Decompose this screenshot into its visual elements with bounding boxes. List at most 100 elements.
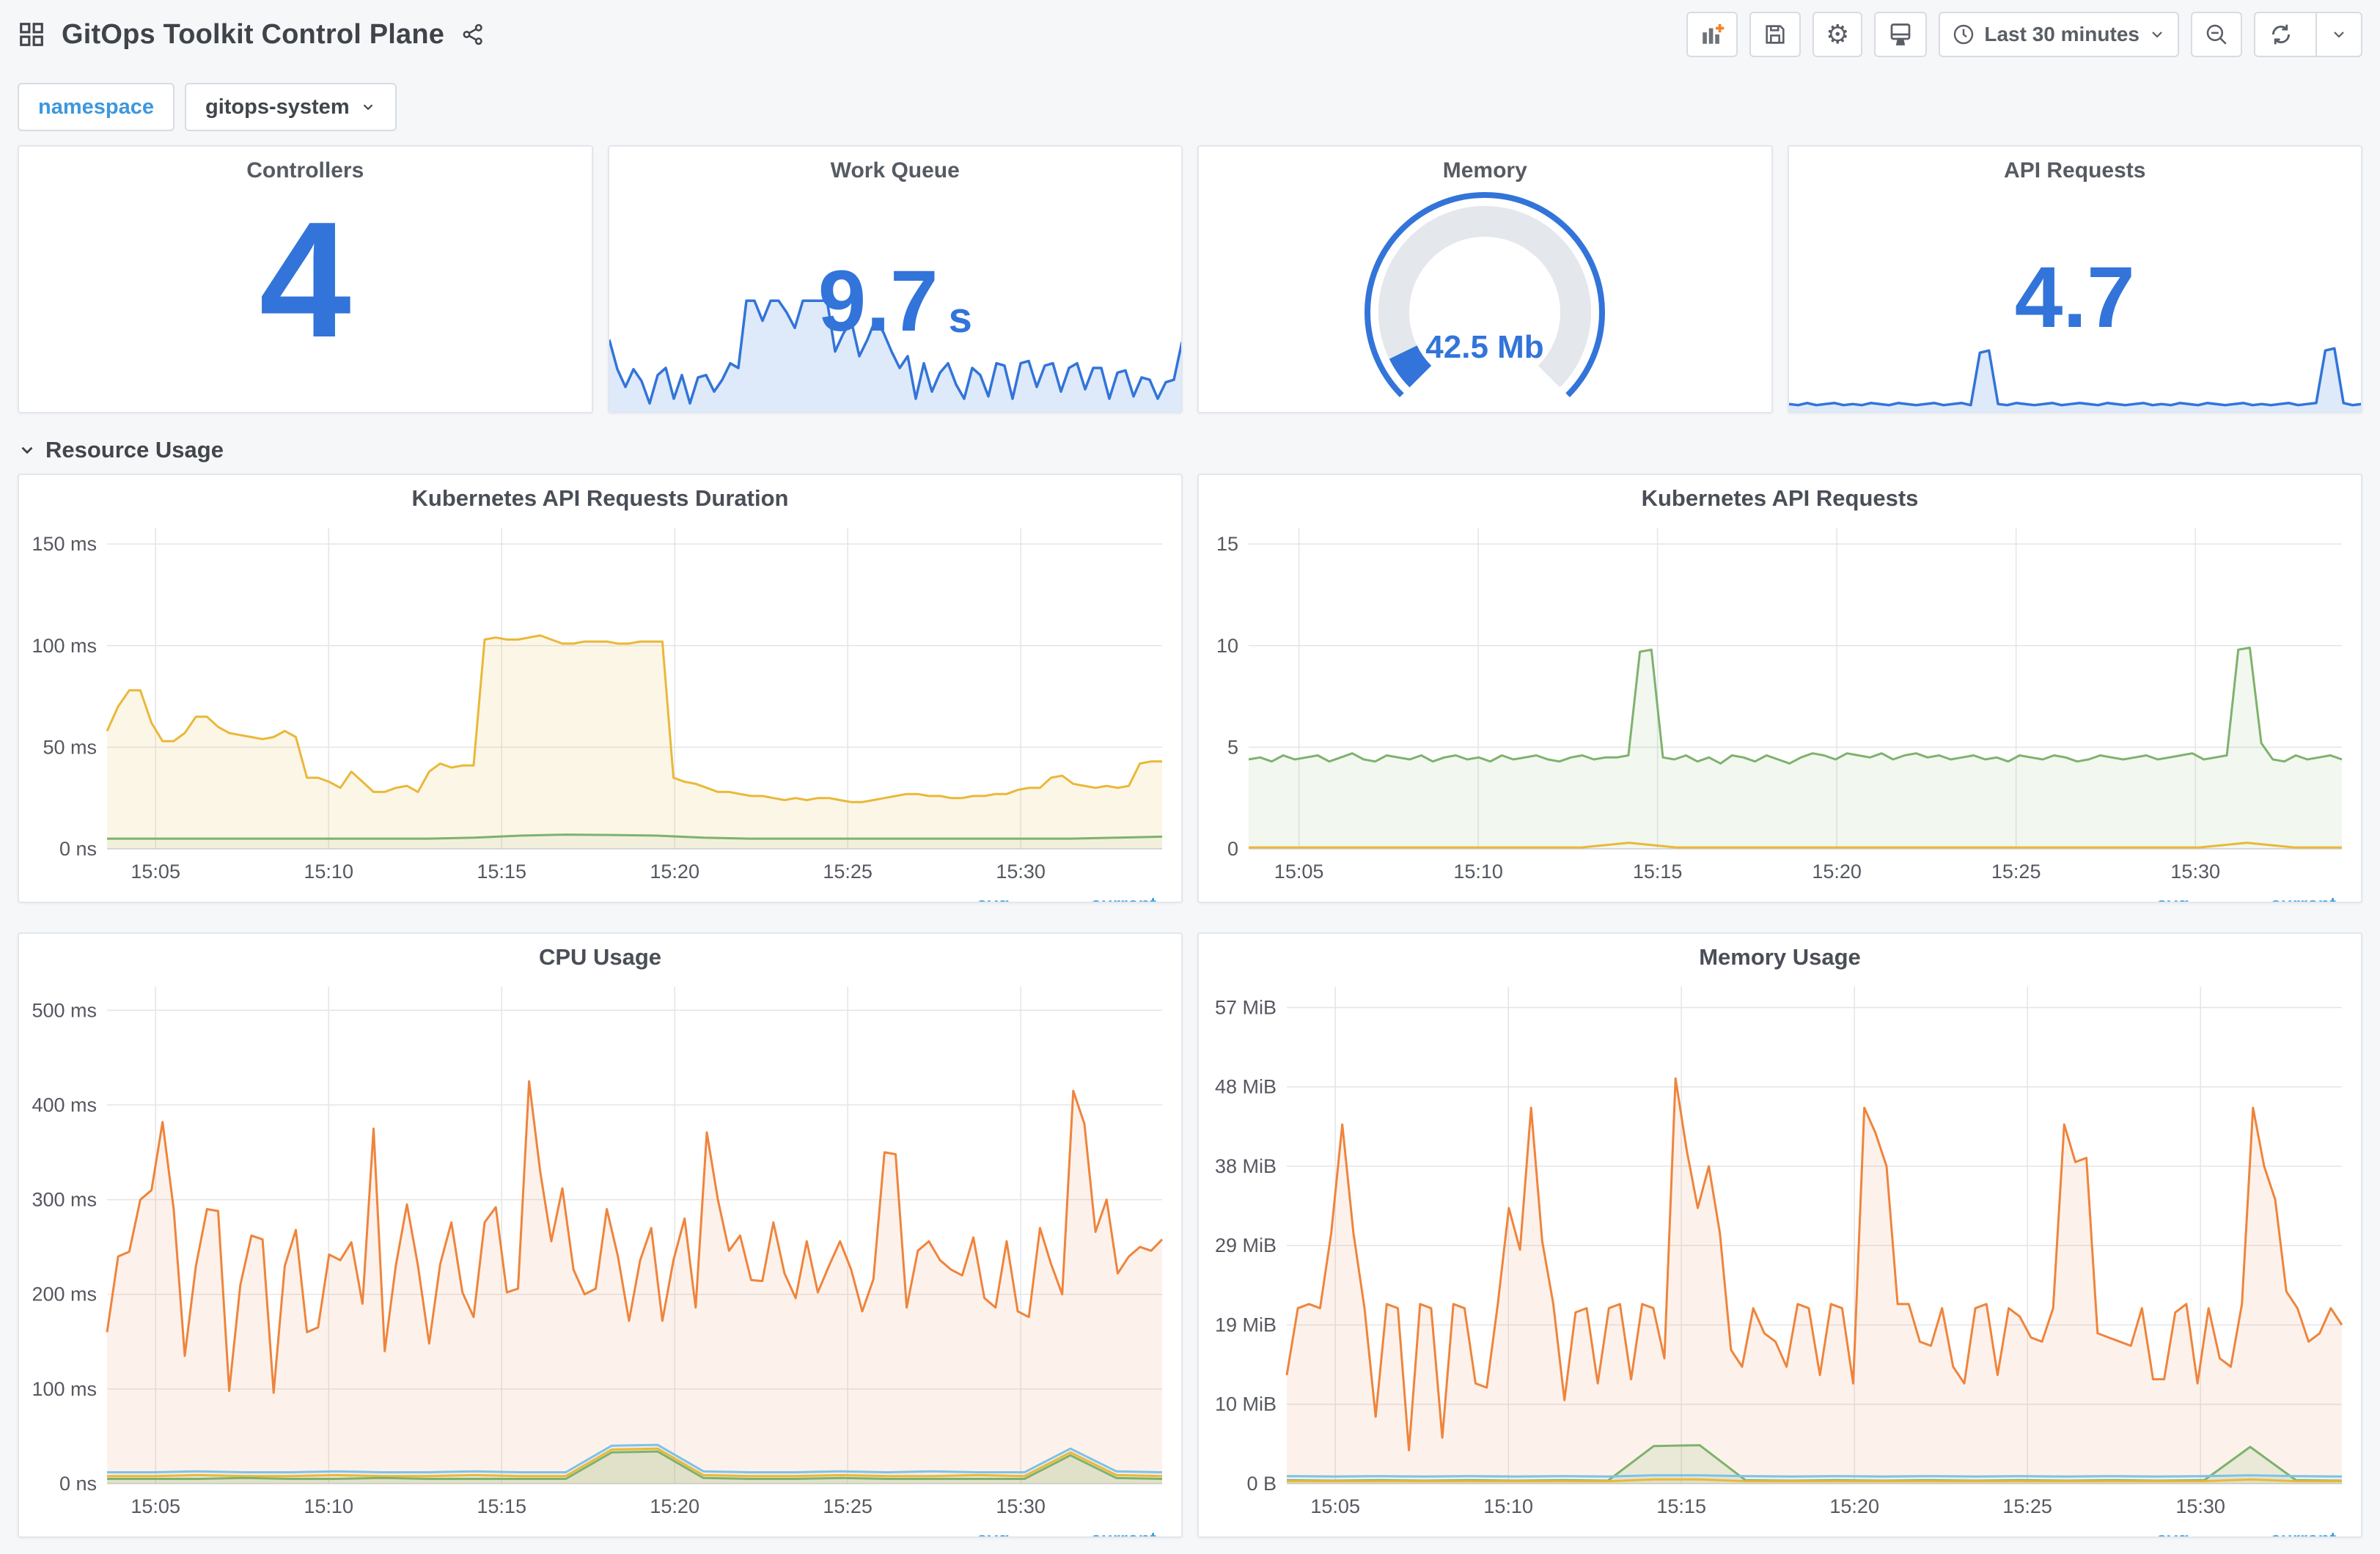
panel-work-queue: Work Queue 9.7 s <box>607 145 1183 413</box>
stat-value: 4 <box>259 186 351 372</box>
svg-text:15:25: 15:25 <box>2002 1495 2052 1517</box>
svg-text:15:30: 15:30 <box>2170 861 2220 883</box>
svg-text:15: 15 <box>1216 533 1238 555</box>
chart-legend: avgcurrenttotal4.744.44errors0.010 <box>1199 887 2361 902</box>
legend-header-row: avgcurrent <box>44 1525 1161 1536</box>
legend-column-avg[interactable]: avg <box>875 1525 1014 1536</box>
cycle-view-button[interactable] <box>1874 12 1928 57</box>
svg-text:0 ns: 0 ns <box>59 1473 97 1495</box>
legend-header-spacer <box>44 890 875 902</box>
legend-table: avgcurrentP505 ms5 msP9948 ms43 ms <box>44 890 1161 902</box>
gear-icon: ⚙ <box>1826 19 1850 49</box>
legend-header-spacer <box>1224 1525 2054 1536</box>
legend-header-row: avgcurrent <box>1224 890 2340 902</box>
svg-text:15:10: 15:10 <box>304 861 353 883</box>
chevron-down-icon <box>21 446 33 454</box>
svg-text:150 ms: 150 ms <box>32 533 97 555</box>
dashboard-settings-button[interactable]: ⚙ <box>1812 12 1863 57</box>
dashboard-grid-icon[interactable] <box>18 21 45 48</box>
legend-header-row: avgcurrent <box>1224 1525 2340 1536</box>
chart-legend: avgcurrenthelm-controller-57f9b56bbf-k24… <box>1199 1522 2361 1536</box>
legend-header-spacer <box>1224 890 2054 902</box>
save-dashboard-button[interactable] <box>1749 12 1801 57</box>
svg-text:15:30: 15:30 <box>996 861 1046 883</box>
panel-title[interactable]: Memory Usage <box>1699 944 1861 970</box>
panel-title[interactable]: Memory <box>1442 158 1527 183</box>
variable-label-namespace: namespace <box>18 83 175 131</box>
refresh-interval-dropdown[interactable] <box>2315 13 2361 56</box>
svg-text:15:25: 15:25 <box>823 861 873 883</box>
legend-column-current[interactable]: current <box>2194 890 2340 902</box>
timeseries-chart[interactable]: 15:05 15:10 15:15 15:20 15:25 15:30 0 B 10 MiB 1… <box>1203 976 2354 1522</box>
chart-legend: avgcurrenthelm-controller-57f9b56bbf-k24… <box>19 1522 1181 1536</box>
panel-title[interactable]: CPU Usage <box>538 944 662 970</box>
legend-header-spacer <box>44 1525 875 1536</box>
share-icon[interactable] <box>460 22 485 47</box>
time-picker-button[interactable]: Last 30 minutes <box>1939 12 2179 57</box>
stat-value: 9.7 <box>818 253 939 350</box>
page-title: GitOps Toolkit Control Plane <box>62 18 445 50</box>
svg-text:15:15: 15:15 <box>477 861 526 883</box>
stat-value: 4.7 <box>2014 249 2135 346</box>
stat-unit: s <box>948 293 972 342</box>
svg-text:15:05: 15:05 <box>1310 1495 1360 1517</box>
timeseries-chart[interactable]: 15:05 15:10 15:15 15:20 15:25 15:30 0 ns 100 ms… <box>23 976 1174 1522</box>
svg-text:15:05: 15:05 <box>131 1495 180 1517</box>
svg-text:19 MiB: 19 MiB <box>1215 1314 1277 1336</box>
timeseries-chart[interactable]: 15:05 15:10 15:15 15:20 15:25 15:30 0 5 10 15 <box>1203 518 2354 887</box>
add-panel-button[interactable] <box>1686 12 1738 57</box>
svg-text:15:15: 15:15 <box>1656 1495 1706 1517</box>
chart-legend: avgcurrentP505 ms5 msP9948 ms43 ms <box>19 887 1181 902</box>
legend-column-current[interactable]: current <box>1014 1525 1161 1536</box>
panel-controllers: Controllers 4 <box>18 145 593 413</box>
svg-text:15:30: 15:30 <box>996 1495 1046 1517</box>
svg-text:15:25: 15:25 <box>1991 861 2041 883</box>
svg-text:0 B: 0 B <box>1246 1473 1277 1495</box>
svg-text:15:20: 15:20 <box>1829 1495 1879 1517</box>
graphs-grid: Kubernetes API Requests Duration 15:05 15… <box>18 474 2362 1538</box>
work-queue-sparkline[interactable] <box>609 290 1182 412</box>
panel-title[interactable]: Kubernetes API Requests <box>1641 485 1919 511</box>
svg-text:15:20: 15:20 <box>1812 861 1862 883</box>
variable-value-label: gitops-system <box>205 95 350 119</box>
svg-text:100 ms: 100 ms <box>32 635 97 657</box>
panel-title[interactable]: Work Queue <box>830 158 960 183</box>
legend-table: avgcurrenttotal4.744.44errors0.010 <box>1224 890 2340 902</box>
svg-text:15:15: 15:15 <box>477 1495 526 1517</box>
variable-value-dropdown[interactable]: gitops-system <box>185 83 397 131</box>
svg-text:400 ms: 400 ms <box>32 1094 97 1116</box>
legend-column-avg[interactable]: avg <box>2054 1525 2194 1536</box>
legend-header-row: avgcurrent <box>44 890 1161 902</box>
panel-k8s-api-requests-duration: Kubernetes API Requests Duration 15:05 15… <box>18 474 1183 903</box>
panel-k8s-api-requests: Kubernetes API Requests 15:05 15:10 15:15 1… <box>1197 474 2362 903</box>
svg-text:42.5 Mb: 42.5 Mb <box>1426 329 1544 365</box>
svg-text:100 ms: 100 ms <box>32 1378 97 1400</box>
svg-text:15:30: 15:30 <box>2175 1495 2225 1517</box>
row-resource-usage[interactable]: Resource Usage <box>18 427 2362 474</box>
panel-memory-usage: Memory Usage 15:05 15:10 15:15 15:20 15:25 15… <box>1197 932 2362 1538</box>
panel-title[interactable]: Controllers <box>246 158 364 183</box>
chevron-down-icon <box>363 104 372 111</box>
svg-text:15:20: 15:20 <box>650 861 699 883</box>
legend-column-current[interactable]: current <box>2194 1525 2340 1536</box>
legend-column-avg[interactable]: avg <box>2054 890 2194 902</box>
svg-text:15:15: 15:15 <box>1633 861 1683 883</box>
refresh-button[interactable] <box>2255 13 2307 56</box>
dashboard-header: GitOps Toolkit Control Plane <box>18 0 2362 69</box>
legend-column-avg[interactable]: avg <box>875 890 1014 902</box>
zoom-out-button[interactable] <box>2191 12 2242 57</box>
panel-title[interactable]: Kubernetes API Requests Duration <box>411 485 789 511</box>
svg-text:15:25: 15:25 <box>823 1495 873 1517</box>
variables-row: namespace gitops-system <box>18 69 2362 145</box>
svg-text:15:05: 15:05 <box>131 861 180 883</box>
svg-text:15:10: 15:10 <box>304 1495 353 1517</box>
legend-column-current[interactable]: current <box>1014 890 1161 902</box>
svg-text:50 ms: 50 ms <box>43 736 97 758</box>
api-requests-sparkline[interactable] <box>1788 301 2362 412</box>
clock-icon <box>1952 23 1975 46</box>
svg-text:0: 0 <box>1227 838 1238 860</box>
timeseries-chart[interactable]: 15:05 15:10 15:15 15:20 15:25 15:30 0 ns 50 ms 1… <box>23 518 1174 887</box>
panel-title[interactable]: API Requests <box>2004 158 2146 183</box>
memory-gauge[interactable]: 42.5 Mb <box>1199 176 1771 412</box>
